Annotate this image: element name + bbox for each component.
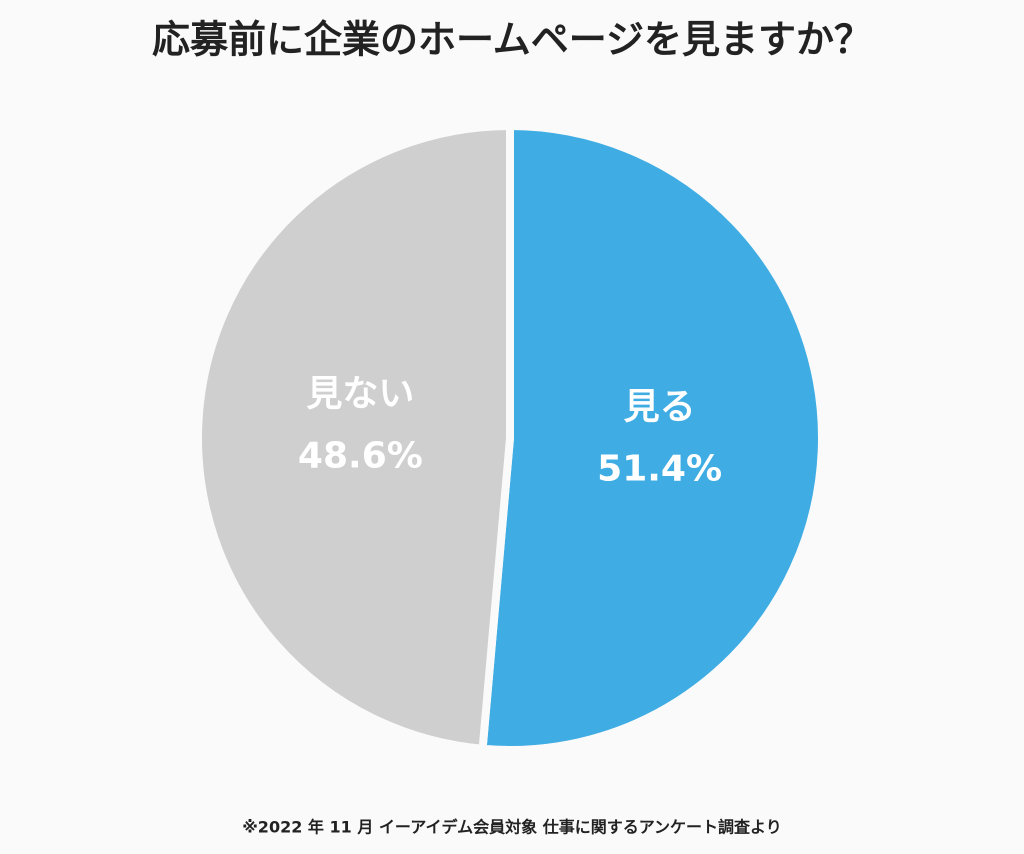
pie [194, 121, 826, 754]
slice-category-label: 見る [624, 387, 696, 428]
slice-value-label: 51.4% [597, 449, 722, 490]
slice-value-label: 48.6% [298, 435, 423, 476]
slice-category-label: 見ない [306, 373, 414, 414]
chart-title: 応募前に企業のホームページを見ますか？ [152, 18, 872, 62]
pie-slice [194, 121, 514, 754]
footnote: ※2022 年 11 月 イーアイデム会員対象 仕事に関するアンケート調査より [242, 818, 781, 837]
pie-slice [478, 121, 826, 754]
